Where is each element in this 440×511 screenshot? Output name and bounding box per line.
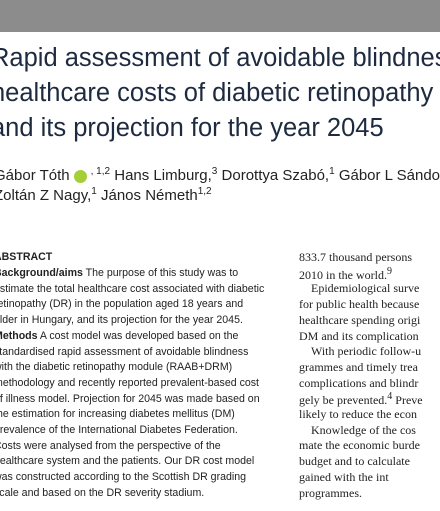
abstract-line: older in Hungary, and its projection for… — [0, 314, 243, 326]
body-line: mate the economic burde — [299, 438, 420, 453]
text: likely to reduce the econ — [299, 407, 417, 421]
text: methodology and recently reported preval… — [0, 376, 260, 389]
body-line: DM and its complication — [299, 329, 419, 344]
abstract-line: Background/aims The purpose of this stud… — [0, 267, 238, 279]
body-line: healthcare spending origi — [299, 313, 420, 328]
text: complications and blindr — [299, 375, 419, 390]
body-line: likely to reduce the econ — [299, 407, 417, 422]
author-name: Zoltán Z Nagy, — [0, 187, 92, 204]
text: 2010 in the world. — [299, 267, 387, 282]
affiliation: 3 — [211, 166, 218, 177]
citation: 9 — [387, 265, 392, 277]
text: Preve — [392, 393, 423, 408]
abstract-line: was constructed according to the Scottis… — [0, 471, 246, 483]
author-line: Zoltán Z Nagy,1 János Németh1,2 — [0, 186, 212, 204]
text: gely be prevented. — [299, 393, 388, 408]
body-line: budget and to calculate — [299, 454, 410, 469]
text: The purpose of this study was to — [82, 267, 239, 279]
text: for public health because — [299, 297, 420, 312]
text: of illness model. Projection for 2045 wa… — [0, 392, 260, 405]
text: grammes and timely trea — [299, 359, 418, 374]
body-line: 833.7 thousand persons — [299, 250, 412, 265]
affiliation: 1 — [329, 166, 335, 177]
title-line: and its projection for the year 2045 — [0, 114, 384, 142]
text: DM and its complication — [299, 328, 419, 343]
text: Costs were analysed from the perspective… — [0, 439, 221, 452]
author-name: Gábor Tóth — [0, 167, 70, 184]
body-line: grammes and timely trea — [299, 360, 418, 375]
abstract-line: prevalence of the International Diabetes… — [0, 424, 238, 436]
text: estimate the total healthcare cost assoc… — [0, 282, 265, 295]
body-line: for public health because — [299, 297, 419, 312]
abstract-line: of illness model. Projection for 2045 wa… — [0, 393, 260, 405]
author-line: Gábor Tóth , 1,2 Hans Limburg,3 Dorottya … — [0, 166, 440, 184]
abstract-line: scale and based on the DR severity stadi… — [0, 487, 204, 499]
section-label: Background/aims — [0, 267, 83, 279]
body-line: Knowledge of the cos — [311, 423, 416, 438]
body-line: 2010 in the world.9 — [299, 266, 392, 283]
author-name: János Németh — [101, 187, 198, 204]
header-bar — [0, 0, 440, 32]
text: Epidemiological surve — [311, 281, 420, 296]
body-line: complications and blindr — [299, 376, 418, 391]
abstract-line: Costs were analysed from the perspective… — [0, 440, 221, 452]
abstract-line: retinopathy (DR) in the population aged … — [0, 298, 243, 310]
text: scale and based on the DR severity stadi… — [0, 486, 205, 499]
abstract-line: standardised rapid assessment of avoidab… — [0, 346, 248, 358]
body-line: Epidemiological surve — [311, 281, 419, 296]
citation: 4 — [387, 391, 393, 403]
text: A cost model was developed based on the — [37, 329, 239, 342]
abstract-line: the estimation for increasing diabetes m… — [0, 408, 235, 420]
text: the estimation for increasing diabetes m… — [0, 408, 235, 421]
title-line: Rapid assessment of avoidable blindness — [0, 44, 440, 72]
text: healthcare spending origi — [299, 312, 421, 327]
body-line: gely be prevented.4 Preve — [299, 391, 423, 408]
abstract-heading: ABSTRACT — [0, 251, 53, 263]
text: retinopathy (DR) in the population aged … — [0, 298, 244, 311]
body-line: gained with the int — [299, 470, 389, 485]
text: was constructed according to the Scottis… — [0, 471, 247, 484]
text: budget and to calculate — [299, 454, 410, 469]
text: older in Hungary, and its projection for… — [0, 314, 243, 327]
text: gained with the int — [299, 469, 389, 484]
text: prevalence of the International Diabetes… — [0, 424, 238, 436]
orcid-icon — [73, 169, 87, 183]
section-label: Methods — [0, 329, 38, 342]
text: healthcare system and the patients. Our … — [0, 455, 255, 468]
text: Knowledge of the cos — [311, 422, 416, 437]
affiliation: 1,2 — [197, 186, 212, 197]
affiliation: , 1,2 — [90, 166, 111, 177]
abstract-line: Methods A cost model was developed based… — [0, 330, 238, 342]
affiliation: 1 — [91, 186, 97, 197]
author-name: Hans Limburg, — [114, 167, 212, 184]
text: programmes. — [299, 485, 362, 500]
text: 833.7 thousand persons — [299, 250, 412, 264]
body-line: With periodic follow-u — [311, 344, 421, 359]
abstract-line: with the diabetic retinopathy module (RA… — [0, 361, 232, 373]
text: with the diabetic retinopathy module (RA… — [0, 361, 233, 374]
author-name: Gábor L Sándor — [338, 167, 440, 184]
abstract-line: healthcare system and the patients. Our … — [0, 455, 254, 467]
abstract-line: estimate the total healthcare cost assoc… — [0, 283, 264, 295]
text: standardised rapid assessment of avoidab… — [0, 345, 249, 358]
text: mate the economic burde — [299, 438, 420, 453]
text: With periodic follow-u — [311, 344, 422, 359]
author-name: Dorottya Szabó, — [221, 167, 330, 184]
abstract-line: methodology and recently reported preval… — [0, 377, 259, 389]
body-line: programmes. — [299, 486, 362, 501]
title-line: healthcare costs of diabetic retinopathy — [0, 79, 434, 107]
